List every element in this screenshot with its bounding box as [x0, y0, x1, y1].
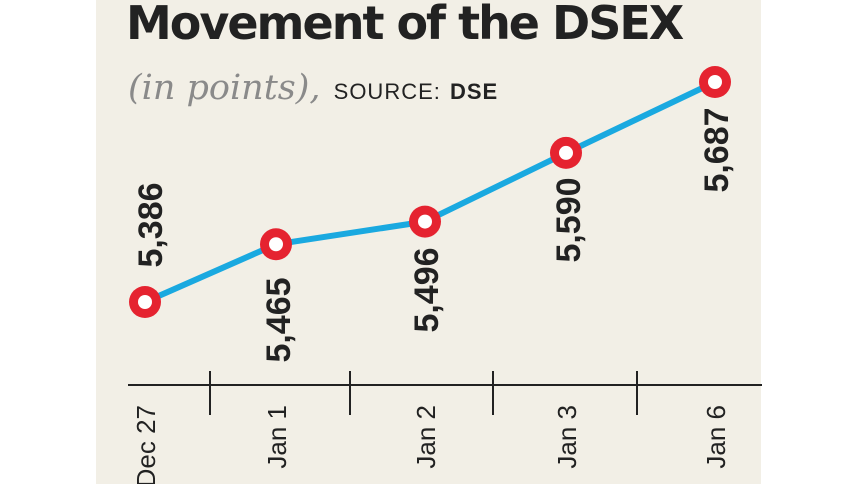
chart-title: Movement of the DSEX: [126, 0, 684, 50]
value-label-4: 5,590: [550, 177, 588, 262]
source-label: SOURCE:: [333, 79, 441, 104]
data-point-center-1: [138, 295, 152, 309]
data-point-center-2: [269, 237, 283, 252]
chart-subtitle: (in points), SOURCE: DSE: [128, 68, 498, 108]
x-tick-label-5: Jan 6: [701, 405, 731, 469]
value-label-2: 5,465: [260, 277, 298, 362]
units-note: (in points),: [128, 68, 321, 108]
value-label-5: 5,687: [698, 107, 736, 192]
x-tick-label-1: Dec 27: [131, 405, 161, 484]
source-value: DSE: [449, 79, 499, 104]
data-point-center-5: [708, 75, 722, 89]
value-label-1: 5,386: [132, 182, 170, 267]
chart-panel: [96, 0, 761, 484]
data-point-center-4: [559, 145, 573, 160]
x-tick-label-3: Jan 2: [411, 405, 441, 469]
data-point-center-3: [418, 214, 432, 229]
value-label-3: 5,496: [408, 247, 446, 332]
x-tick-label-4: Jan 3: [552, 405, 582, 469]
x-tick-label-2: Jan 1: [262, 405, 292, 469]
